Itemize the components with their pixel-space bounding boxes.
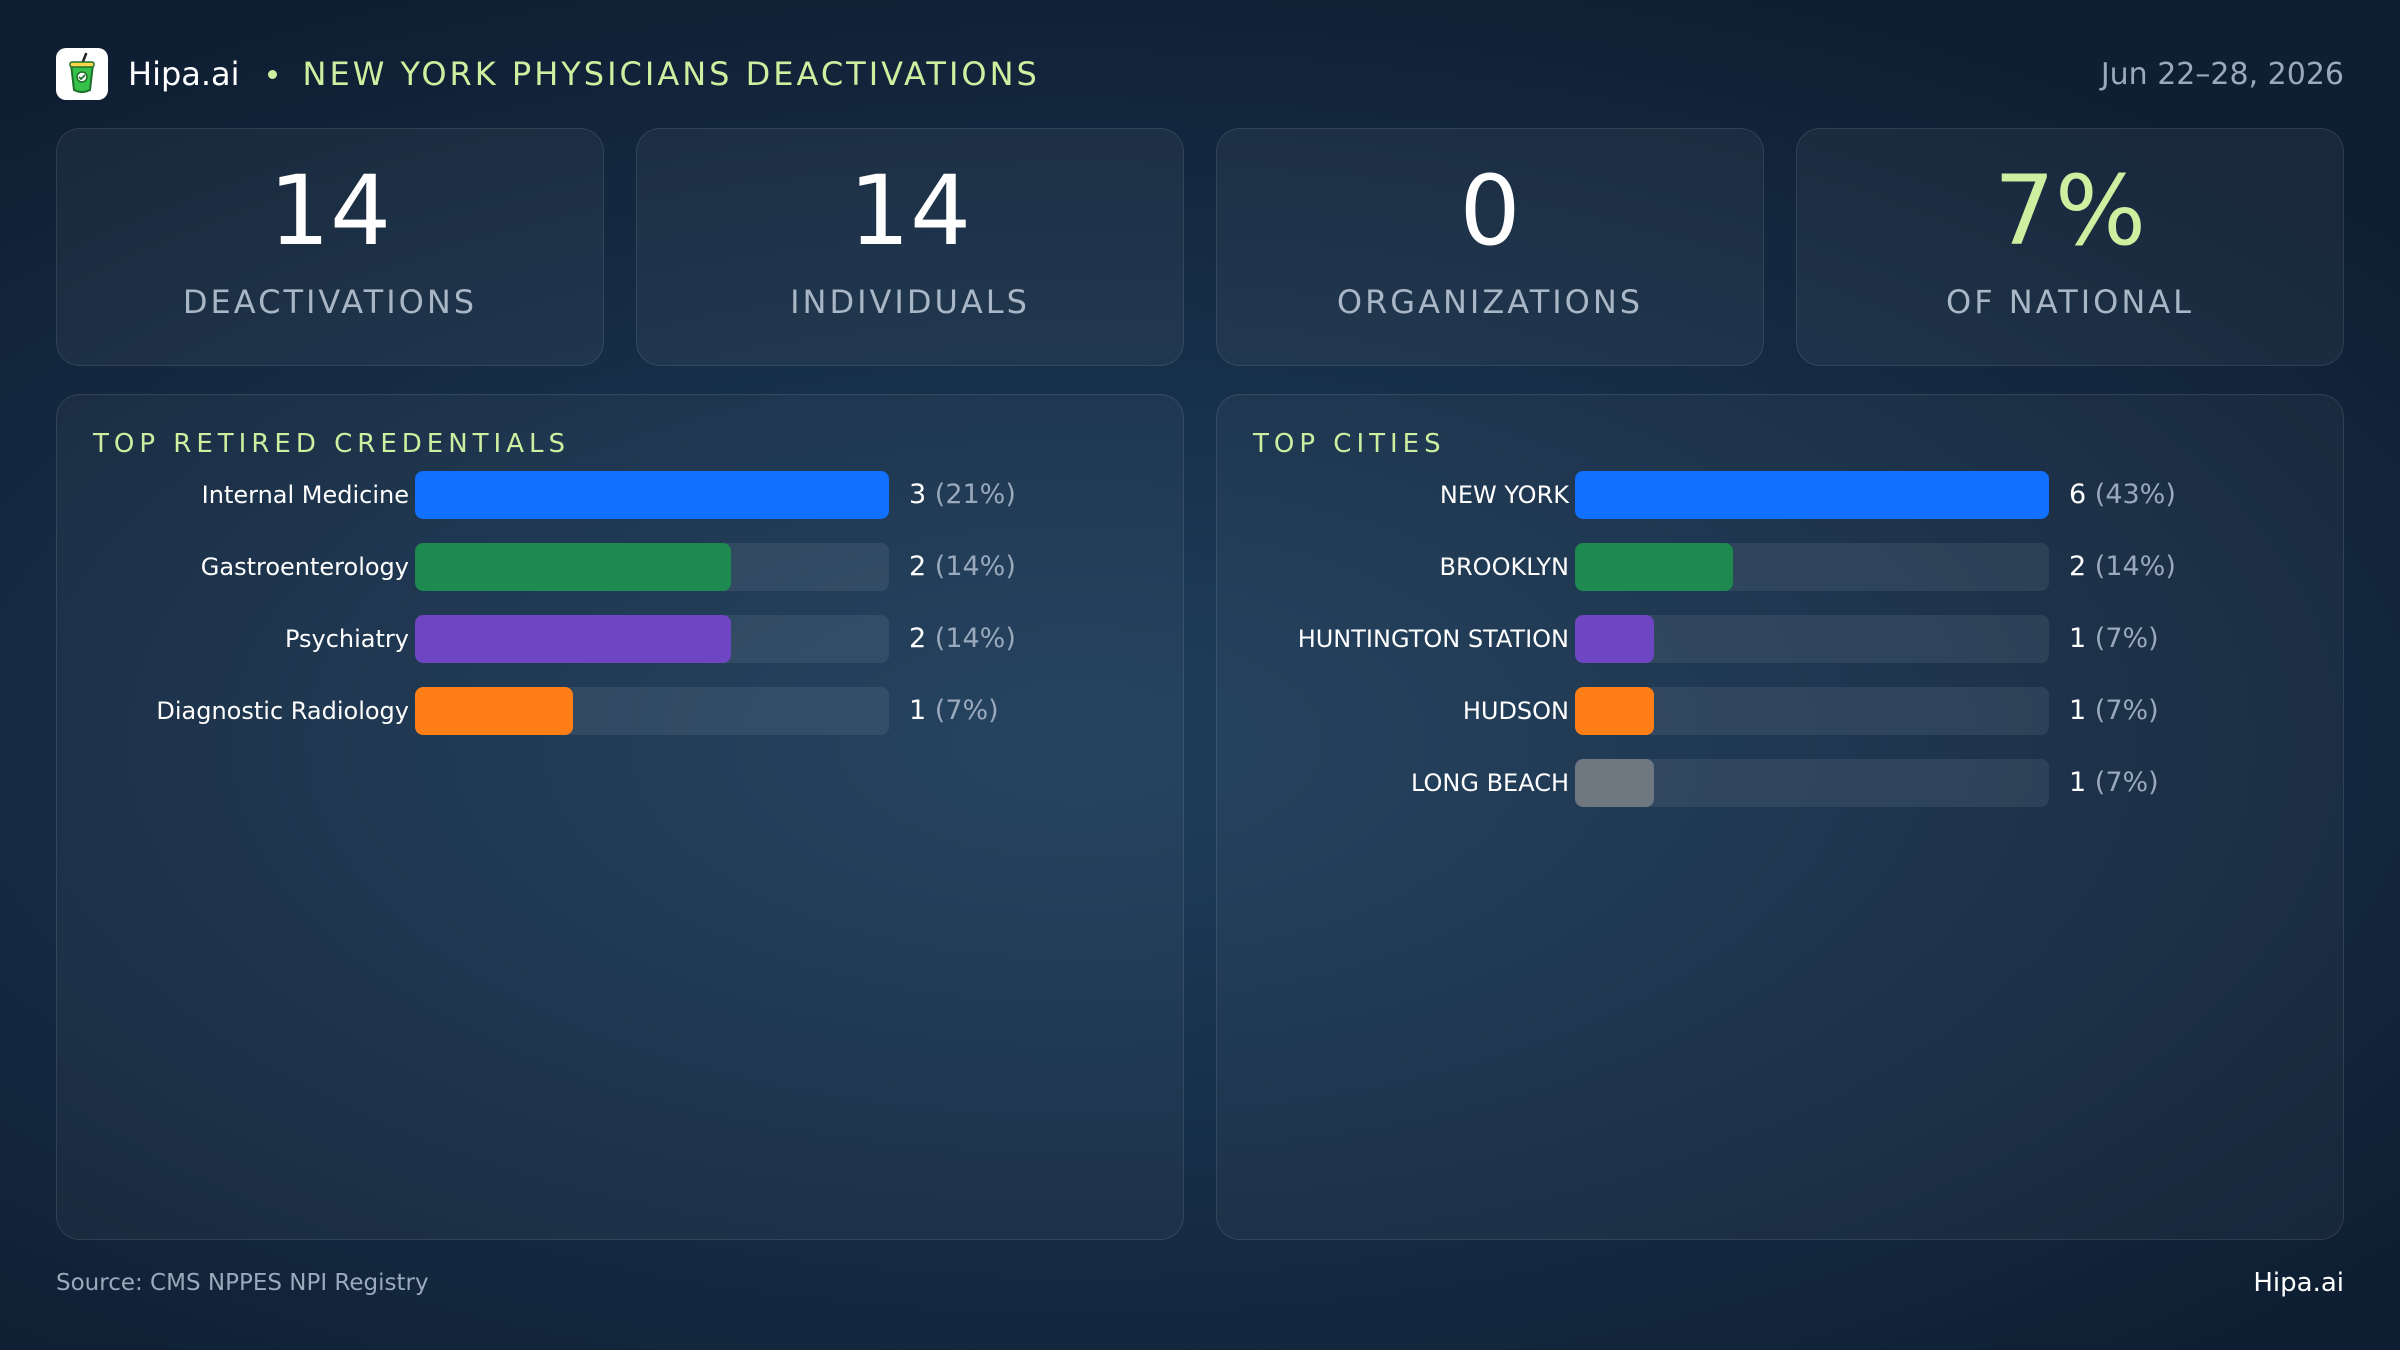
stat-card-individuals: 14 INDIVIDUALS xyxy=(636,128,1184,366)
bar-percent: (14%) xyxy=(934,623,1016,654)
stat-card-national-share: 7% OF NATIONAL xyxy=(1796,128,2344,366)
bar-percent: (7%) xyxy=(2094,767,2159,798)
bar-percent: (21%) xyxy=(934,479,1016,510)
stat-label: DEACTIVATIONS xyxy=(182,283,478,321)
bar-track xyxy=(1575,759,2049,807)
stat-card-deactivations: 14 DEACTIVATIONS xyxy=(56,128,604,366)
bar-value-label: 2 (14%) xyxy=(909,615,1016,663)
bar-brooklyn xyxy=(1575,543,1733,591)
bar-percent: (7%) xyxy=(2094,623,2159,654)
bar-track xyxy=(415,471,889,519)
brand-name: Hipa.ai xyxy=(128,55,240,93)
bar-value-label: 1 (7%) xyxy=(2069,687,2159,735)
bar-track xyxy=(1575,615,2049,663)
bar-count: 1 xyxy=(2069,623,2087,654)
credentials-panel: TOP RETIRED CREDENTIALS Internal Medicin… xyxy=(56,394,1184,1240)
bar-track xyxy=(415,543,889,591)
bar-count: 1 xyxy=(2069,695,2087,726)
panel-title: TOP CITIES xyxy=(1253,429,1446,459)
bar-long-beach xyxy=(1575,759,1654,807)
bar-track xyxy=(415,687,889,735)
bar-gastroenterology xyxy=(415,543,731,591)
bar-label-hudson: HUDSON xyxy=(1462,697,1569,725)
bar-count: 2 xyxy=(909,623,927,654)
stat-label: OF NATIONAL xyxy=(1946,283,2194,321)
bar-track xyxy=(415,615,889,663)
bar-value-label: 1 (7%) xyxy=(2069,759,2159,807)
bar-label-huntington-station: HUNTINGTON STATION xyxy=(1297,625,1569,653)
bar-internal-medicine xyxy=(415,471,889,519)
stat-label: INDIVIDUALS xyxy=(790,283,1030,321)
bar-huntington-station xyxy=(1575,615,1654,663)
bar-count: 1 xyxy=(2069,767,2087,798)
stat-value: 7% xyxy=(1993,155,2147,267)
bar-count: 2 xyxy=(909,551,927,582)
bar-count: 3 xyxy=(909,479,927,510)
stats-row: 14 DEACTIVATIONS 14 INDIVIDUALS 0 ORGANI… xyxy=(56,128,2344,366)
stat-value: 0 xyxy=(1459,155,1521,267)
bar-percent: (43%) xyxy=(2094,479,2176,510)
header: Hipa.ai NEW YORK PHYSICIANS DEACTIVATION… xyxy=(56,46,2344,102)
bar-percent: (14%) xyxy=(934,551,1016,582)
stat-card-organizations: 0 ORGANIZATIONS xyxy=(1216,128,1764,366)
bar-value-label: 1 (7%) xyxy=(909,687,999,735)
bar-count: 1 xyxy=(909,695,927,726)
stat-label: ORGANIZATIONS xyxy=(1336,283,1644,321)
bar-percent: (14%) xyxy=(2094,551,2176,582)
stat-value: 14 xyxy=(268,155,392,267)
stat-value: 14 xyxy=(848,155,972,267)
bar-value-label: 2 (14%) xyxy=(909,543,1016,591)
source-note: Source: CMS NPPES NPI Registry xyxy=(56,1270,429,1296)
panel-title: TOP RETIRED CREDENTIALS xyxy=(93,429,570,459)
bar-new-york xyxy=(1575,471,2049,519)
bar-value-label: 6 (43%) xyxy=(2069,471,2176,519)
bar-label-brooklyn: BROOKLYN xyxy=(1439,553,1569,581)
bar-track xyxy=(1575,471,2049,519)
bar-value-label: 2 (14%) xyxy=(2069,543,2176,591)
drink-cup-icon xyxy=(56,48,108,100)
bar-track xyxy=(1575,543,2049,591)
bar-percent: (7%) xyxy=(934,695,999,726)
page-title: NEW YORK PHYSICIANS DEACTIVATIONS xyxy=(302,55,1040,93)
bar-psychiatry xyxy=(415,615,731,663)
footer-brand: Hipa.ai xyxy=(2253,1268,2344,1298)
separator-dot xyxy=(267,69,277,79)
bar-count: 6 xyxy=(2069,479,2087,510)
bar-percent: (7%) xyxy=(2094,695,2159,726)
bar-count: 2 xyxy=(2069,551,2087,582)
bar-label-gastroenterology: Gastroenterology xyxy=(200,553,409,581)
bar-label-diagnostic-radiology: Diagnostic Radiology xyxy=(156,697,409,725)
bar-label-internal-medicine: Internal Medicine xyxy=(201,481,409,509)
bar-label-new-york: NEW YORK xyxy=(1439,481,1569,509)
bar-hudson xyxy=(1575,687,1654,735)
date-range: Jun 22–28, 2026 xyxy=(2100,56,2344,92)
bar-value-label: 1 (7%) xyxy=(2069,615,2159,663)
bar-diagnostic-radiology xyxy=(415,687,573,735)
bar-track xyxy=(1575,687,2049,735)
bar-value-label: 3 (21%) xyxy=(909,471,1016,519)
bar-label-psychiatry: Psychiatry xyxy=(284,625,409,653)
cities-panel: TOP CITIES NEW YORK 6 (43%) BROOKLYN 2 (14%… xyxy=(1216,394,2344,1240)
bar-label-long-beach: LONG BEACH xyxy=(1410,769,1569,797)
